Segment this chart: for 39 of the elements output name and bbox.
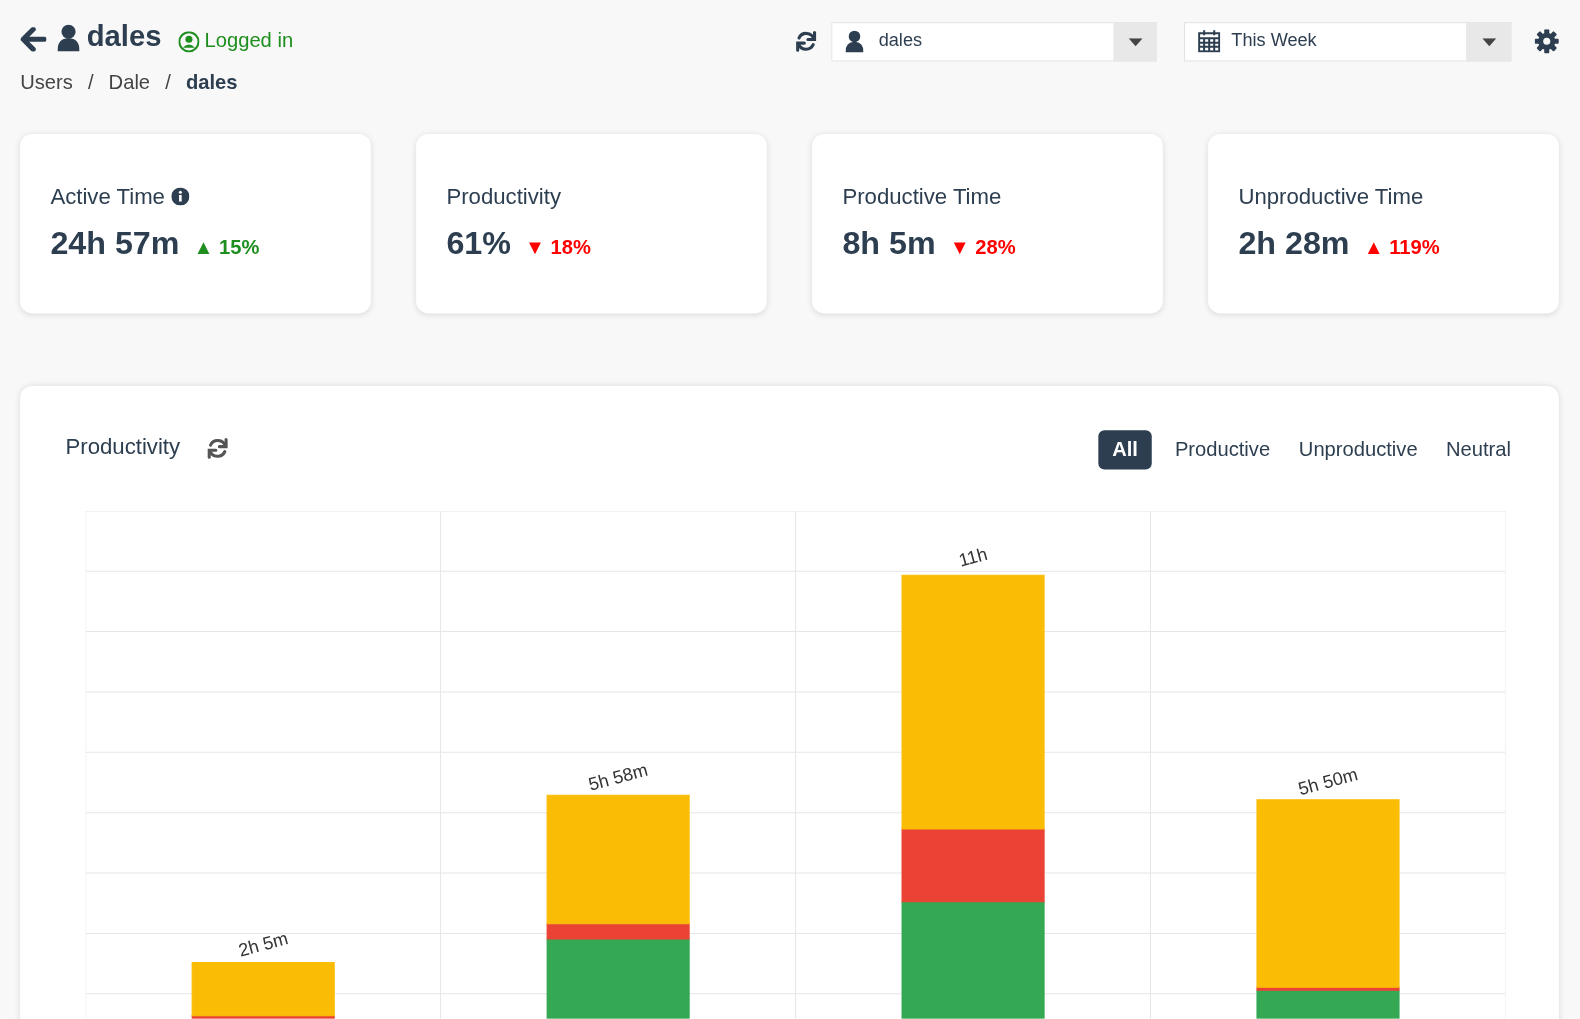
text: ▼ 28% bbox=[949, 235, 1016, 259]
bar bbox=[901, 574, 1045, 830]
text: 8h 5m bbox=[842, 224, 936, 262]
bar bbox=[1256, 989, 1400, 1019]
text: Users bbox=[20, 70, 73, 94]
text: Unproductive Time bbox=[1238, 183, 1424, 210]
text: 2h 28m bbox=[1238, 224, 1350, 262]
chart-title: Productivity bbox=[65, 434, 181, 461]
text: dales bbox=[86, 20, 162, 54]
text: Productive Time bbox=[842, 183, 1002, 210]
text: 61% bbox=[446, 224, 511, 262]
text: Neutral bbox=[1445, 438, 1511, 462]
annotation: 2h 5m bbox=[236, 928, 291, 961]
text: All bbox=[1111, 438, 1139, 462]
text: Dale bbox=[108, 70, 151, 94]
bar bbox=[1256, 799, 1400, 988]
text: / bbox=[165, 70, 171, 94]
annotation: 5h 50m bbox=[1296, 764, 1360, 800]
bar bbox=[901, 901, 1045, 1019]
bar bbox=[191, 961, 335, 1017]
text: dales bbox=[185, 70, 238, 94]
text: Active Time bbox=[50, 183, 165, 210]
bar bbox=[546, 794, 690, 925]
text: Productivity bbox=[446, 183, 561, 210]
text: This Week bbox=[1231, 30, 1317, 52]
text: / bbox=[87, 70, 94, 94]
text: 24h 57m bbox=[50, 224, 180, 262]
text: Productive bbox=[1174, 438, 1271, 462]
text: dales bbox=[878, 30, 923, 52]
text: ▲ 119% bbox=[1363, 235, 1440, 259]
text: ▼ 18% bbox=[525, 235, 591, 259]
text: ▲ 15% bbox=[193, 235, 260, 259]
bar bbox=[901, 828, 1045, 903]
bar bbox=[546, 923, 690, 940]
text: Logged in bbox=[204, 29, 294, 53]
text: 11h bbox=[956, 543, 990, 571]
text: Unproductive bbox=[1298, 438, 1418, 462]
bar bbox=[546, 938, 690, 1019]
annotation: 5h 58m bbox=[586, 759, 650, 795]
